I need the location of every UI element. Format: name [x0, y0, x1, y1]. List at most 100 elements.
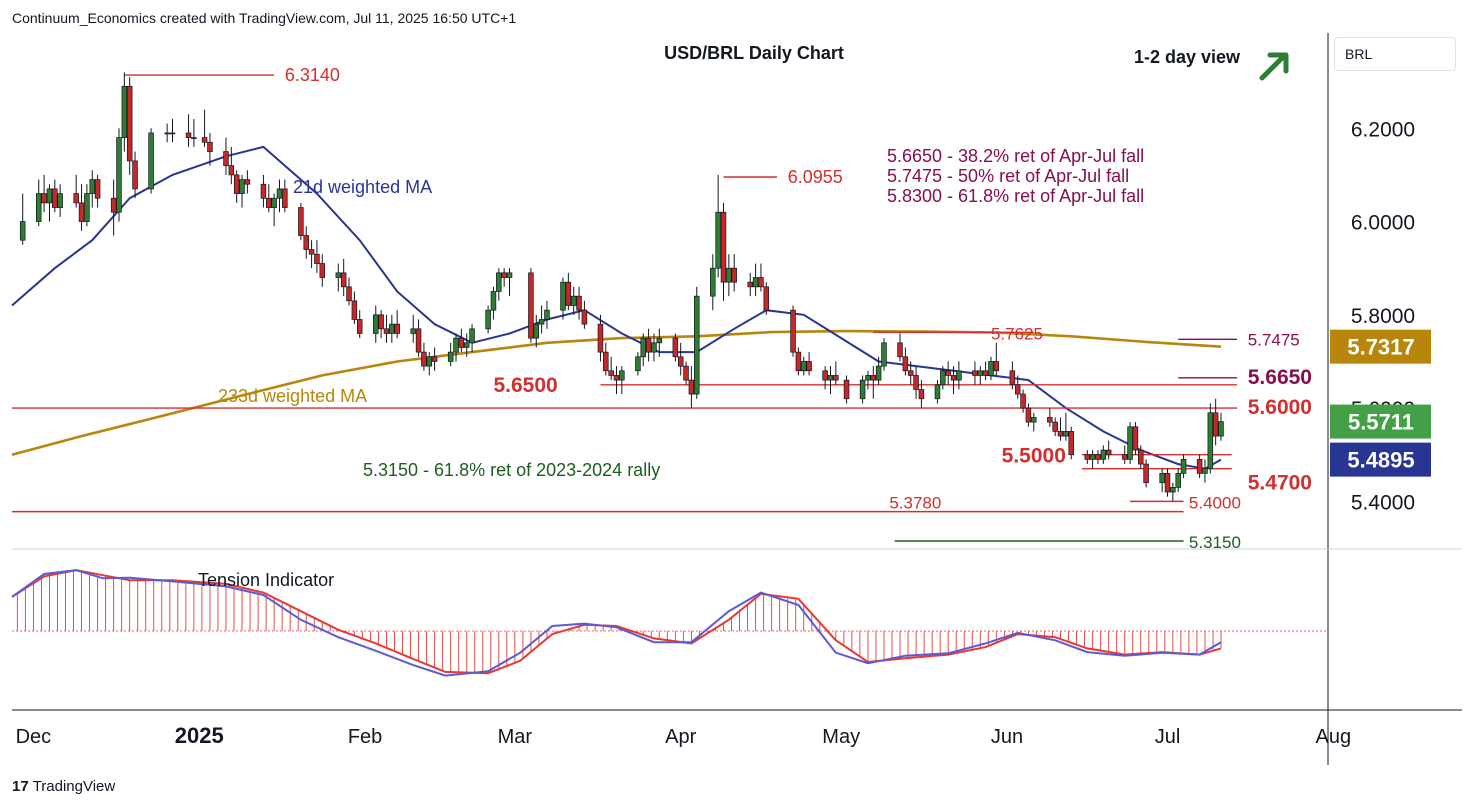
candle-up [506, 272, 513, 278]
candle-down [1121, 454, 1128, 460]
level-label: 5.6650 [1248, 366, 1312, 389]
candle-up [89, 179, 95, 194]
candle-up [447, 351, 454, 362]
wma233-label: 233d weighted MA [218, 386, 367, 406]
candle-down [415, 328, 422, 353]
candle-down [78, 202, 85, 222]
fib-note: 5.8300 - 61.8% ret of Apr-Jul fall [887, 186, 1144, 206]
x-tick-label: Mar [498, 726, 533, 748]
candle-up [988, 361, 994, 376]
candle-down [902, 356, 909, 372]
level-label: 5.4000 [1189, 493, 1241, 512]
candle-down [1212, 412, 1219, 437]
candle-down [1105, 449, 1112, 456]
candle-up [560, 281, 566, 311]
candle-down [982, 370, 989, 376]
candle-down [683, 365, 689, 381]
candle-up [656, 337, 663, 344]
x-tick-label: Jun [991, 726, 1023, 748]
candle-up [84, 193, 90, 222]
candle-down [340, 272, 347, 288]
candle-up [875, 365, 882, 381]
wma21-label: 21d weighted MA [293, 177, 432, 197]
candle-up [865, 375, 871, 381]
x-tick-label: Dec [16, 726, 52, 748]
candle-up [1175, 473, 1181, 488]
candle-down [672, 337, 679, 358]
candle-down [688, 379, 695, 395]
candle-down [501, 272, 507, 278]
candle-down [1095, 454, 1101, 460]
candle-up [469, 328, 475, 344]
tradingview-logo: 17 TradingView [12, 778, 115, 795]
candle-up [859, 379, 866, 400]
fib-note: 5.6650 - 38.2% ret of Apr-Jul fall [887, 146, 1144, 166]
candle-down [870, 375, 877, 381]
candle-down [132, 160, 138, 190]
candle-up [239, 179, 245, 194]
candle-up [640, 337, 647, 358]
candle-down [346, 286, 352, 302]
candle-up [57, 193, 63, 208]
candle-down [1052, 421, 1058, 432]
chart-title: USD/BRL Daily Chart [664, 43, 844, 63]
candle-down [223, 151, 229, 166]
candle-down [833, 375, 839, 381]
candle-down [41, 193, 47, 204]
level-label: 5.7625 [991, 324, 1043, 343]
candle-up [977, 370, 984, 376]
symbol-box[interactable]: BRL [1334, 37, 1456, 71]
candle-down [581, 309, 588, 325]
candle-down [260, 183, 267, 199]
candle-up [496, 272, 502, 292]
candle-down [907, 370, 914, 376]
tradingview-mark: 17 [12, 778, 29, 795]
candle-down [233, 174, 240, 194]
fib-note: 5.7475 - 50% ret of Apr-Jul fall [887, 166, 1129, 186]
y-tick-label: 6.0000 [1351, 212, 1415, 235]
candle-up [710, 267, 716, 297]
candle-up [570, 295, 577, 306]
indicator-fast-line [11, 569, 1222, 677]
level-label: 5.6500 [493, 374, 557, 397]
candle-down [1047, 417, 1053, 423]
candle-down [950, 375, 957, 381]
candle-down [383, 328, 390, 334]
candle-up [116, 137, 122, 213]
candle-down [608, 370, 614, 376]
level-label: 5.7475 [1248, 330, 1300, 349]
candle-up [1063, 431, 1069, 437]
candle-up [335, 272, 342, 278]
candle-up [635, 356, 641, 372]
candle-up [485, 309, 491, 330]
x-tick-label: Apr [665, 726, 696, 748]
y-tick-label: 5.8000 [1351, 305, 1415, 328]
level-label: 5.3150 [1189, 533, 1241, 552]
candle-down [207, 141, 213, 152]
candle-down [303, 235, 309, 250]
candle-down [645, 337, 652, 353]
arrow-up-right-icon [1259, 52, 1289, 81]
candle-up [426, 356, 433, 367]
x-tick-label: 2025 [175, 723, 224, 748]
candle-up [715, 211, 721, 269]
candle-down [843, 379, 850, 400]
fib-2023-note: 5.3150 - 61.8% ret of 2023-2024 rally [363, 460, 660, 480]
candle-up [726, 267, 732, 283]
view-label: 1-2 day view [1134, 47, 1241, 67]
candle-up [191, 137, 197, 139]
candle-down [603, 351, 609, 372]
y-tick-label: 5.4000 [1351, 491, 1415, 514]
candle-up [1100, 449, 1107, 460]
candle-down [319, 263, 326, 278]
candle-up [389, 323, 395, 334]
candle-up [1127, 426, 1133, 460]
candle-up [827, 375, 834, 381]
candle-up [271, 197, 277, 208]
candle-down [244, 179, 251, 185]
candle-down [993, 361, 1000, 372]
indicator-title: Tension Indicator [198, 570, 334, 590]
candle-down [613, 375, 620, 381]
wma233-line [11, 329, 1222, 456]
